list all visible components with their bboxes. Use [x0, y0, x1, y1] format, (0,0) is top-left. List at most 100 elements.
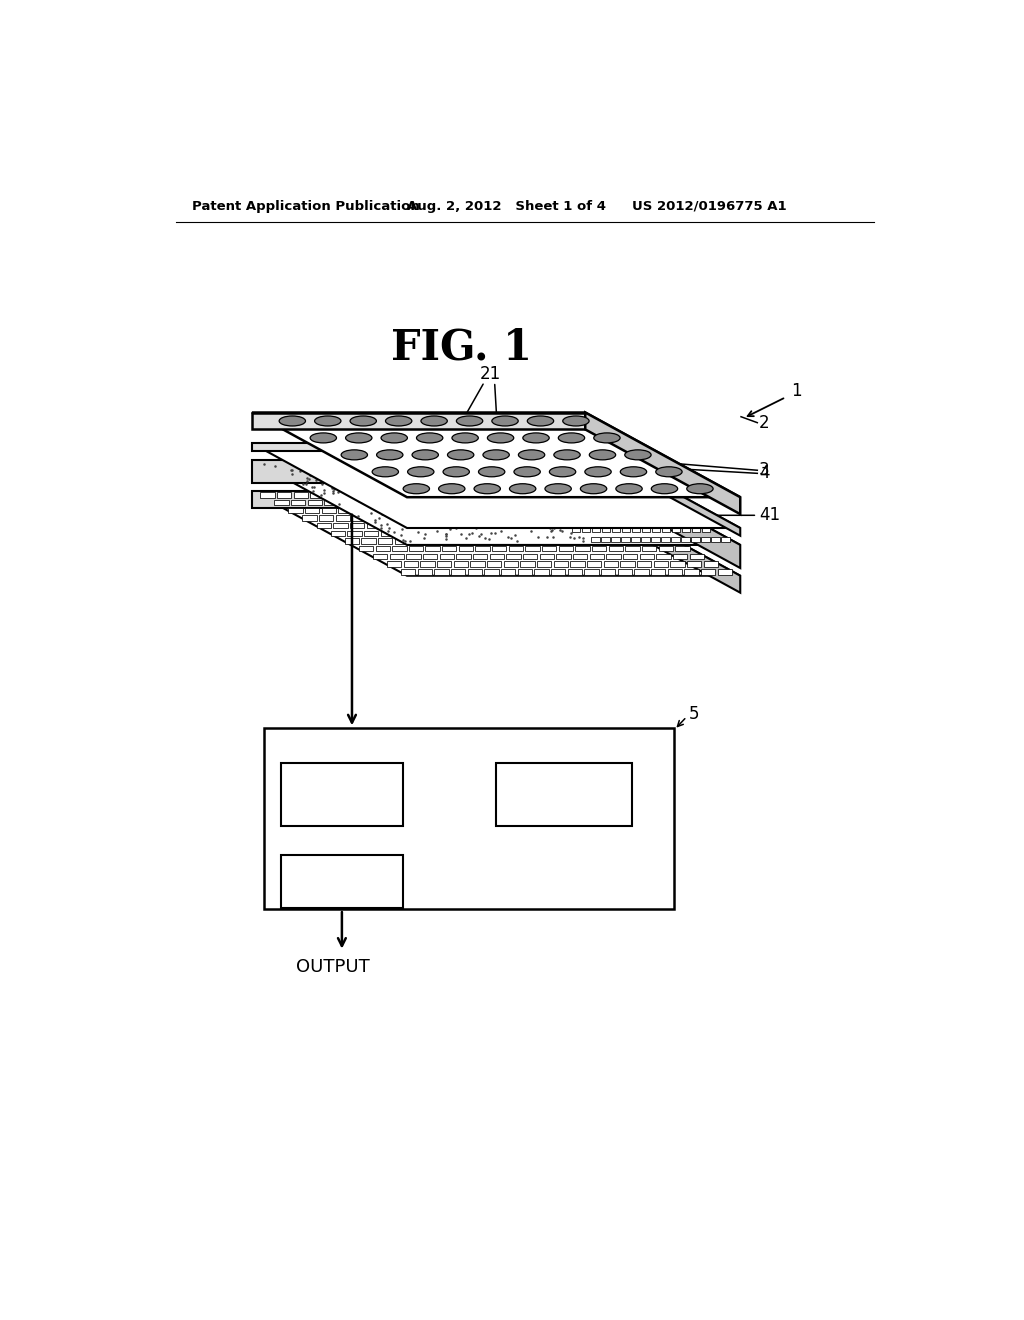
- Polygon shape: [524, 495, 532, 500]
- Text: 2: 2: [759, 413, 769, 432]
- Polygon shape: [574, 484, 583, 490]
- Polygon shape: [559, 546, 573, 552]
- Polygon shape: [624, 506, 632, 511]
- Polygon shape: [601, 569, 615, 574]
- Polygon shape: [500, 523, 514, 528]
- Polygon shape: [462, 539, 476, 544]
- Polygon shape: [633, 506, 642, 511]
- Polygon shape: [601, 537, 610, 543]
- Polygon shape: [612, 516, 621, 521]
- Polygon shape: [518, 569, 532, 574]
- Polygon shape: [467, 523, 481, 528]
- Polygon shape: [545, 484, 553, 490]
- Polygon shape: [541, 500, 555, 506]
- Polygon shape: [623, 554, 637, 560]
- Polygon shape: [333, 523, 347, 528]
- Polygon shape: [592, 527, 600, 532]
- Text: DETERMINING: DETERMINING: [510, 780, 617, 796]
- Polygon shape: [506, 463, 514, 469]
- Polygon shape: [643, 506, 651, 511]
- Polygon shape: [632, 537, 640, 543]
- Polygon shape: [364, 531, 378, 536]
- Polygon shape: [423, 554, 437, 560]
- Polygon shape: [483, 523, 498, 528]
- Polygon shape: [289, 508, 303, 513]
- Polygon shape: [325, 500, 339, 506]
- Polygon shape: [662, 527, 671, 532]
- Polygon shape: [555, 474, 563, 479]
- Polygon shape: [564, 495, 572, 500]
- Polygon shape: [586, 444, 740, 536]
- Polygon shape: [534, 495, 543, 500]
- Polygon shape: [310, 492, 325, 498]
- Polygon shape: [635, 569, 649, 574]
- Polygon shape: [525, 474, 534, 479]
- Polygon shape: [673, 554, 687, 560]
- Polygon shape: [496, 474, 504, 479]
- Ellipse shape: [345, 433, 372, 444]
- Polygon shape: [613, 506, 622, 511]
- Polygon shape: [418, 569, 432, 574]
- Polygon shape: [436, 515, 451, 520]
- Polygon shape: [397, 531, 412, 536]
- Polygon shape: [485, 515, 500, 520]
- Text: US 2012/0196775 A1: US 2012/0196775 A1: [632, 199, 786, 213]
- Polygon shape: [377, 492, 391, 498]
- Polygon shape: [501, 569, 515, 574]
- Ellipse shape: [341, 450, 368, 459]
- Polygon shape: [252, 444, 740, 528]
- Polygon shape: [637, 561, 651, 566]
- Polygon shape: [394, 539, 409, 544]
- Ellipse shape: [403, 483, 429, 494]
- Polygon shape: [343, 492, 357, 498]
- Polygon shape: [556, 463, 564, 469]
- Polygon shape: [485, 463, 495, 469]
- Ellipse shape: [421, 416, 447, 426]
- Polygon shape: [457, 554, 471, 560]
- Polygon shape: [495, 539, 509, 544]
- Polygon shape: [515, 474, 523, 479]
- Text: FIG. 1: FIG. 1: [391, 326, 531, 368]
- Ellipse shape: [655, 467, 682, 477]
- Polygon shape: [652, 516, 662, 521]
- Polygon shape: [624, 495, 632, 500]
- Polygon shape: [600, 523, 614, 528]
- Ellipse shape: [443, 467, 469, 477]
- Polygon shape: [401, 569, 416, 574]
- Polygon shape: [535, 569, 549, 574]
- Polygon shape: [544, 492, 558, 498]
- Polygon shape: [460, 492, 474, 498]
- Polygon shape: [658, 546, 673, 552]
- Polygon shape: [505, 484, 513, 490]
- Polygon shape: [505, 474, 514, 479]
- Polygon shape: [528, 539, 543, 544]
- Polygon shape: [372, 508, 386, 513]
- Polygon shape: [367, 523, 381, 528]
- Polygon shape: [357, 500, 372, 506]
- Polygon shape: [516, 463, 524, 469]
- Polygon shape: [604, 495, 612, 500]
- Polygon shape: [352, 515, 367, 520]
- Polygon shape: [614, 484, 623, 490]
- Polygon shape: [437, 561, 452, 566]
- Polygon shape: [578, 539, 592, 544]
- Ellipse shape: [527, 416, 554, 426]
- Text: Aug. 2, 2012   Sheet 1 of 4: Aug. 2, 2012 Sheet 1 of 4: [407, 199, 606, 213]
- Ellipse shape: [447, 450, 474, 459]
- Polygon shape: [487, 561, 502, 566]
- Ellipse shape: [554, 450, 581, 459]
- Polygon shape: [656, 554, 671, 560]
- Polygon shape: [605, 474, 613, 479]
- Polygon shape: [672, 527, 680, 532]
- Text: 21: 21: [480, 366, 502, 383]
- Polygon shape: [338, 508, 352, 513]
- Polygon shape: [643, 516, 651, 521]
- Ellipse shape: [581, 483, 607, 494]
- Polygon shape: [572, 527, 581, 532]
- Ellipse shape: [310, 433, 337, 444]
- Polygon shape: [503, 515, 517, 520]
- Polygon shape: [252, 491, 740, 576]
- Polygon shape: [604, 484, 613, 490]
- Polygon shape: [595, 474, 603, 479]
- Polygon shape: [563, 506, 571, 511]
